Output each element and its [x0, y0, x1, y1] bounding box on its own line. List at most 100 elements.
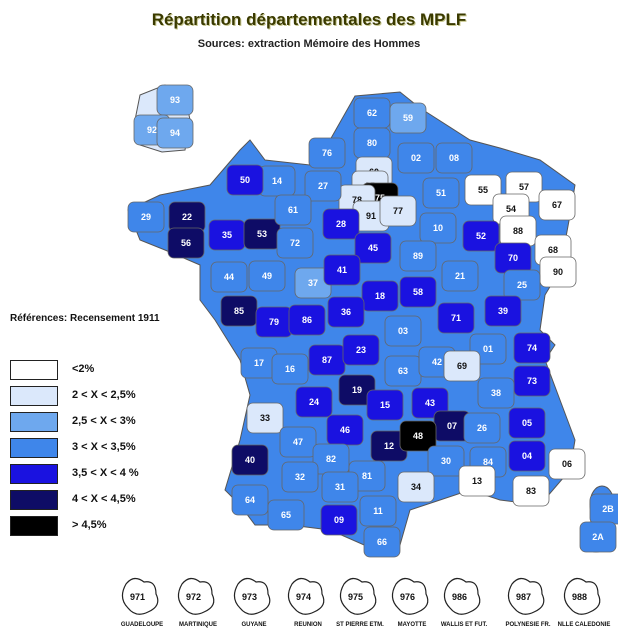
- department-40: 40: [231, 444, 269, 476]
- overseas-code: 973: [242, 592, 258, 602]
- overseas-name: MAYOTTE: [397, 622, 427, 628]
- department-area: [539, 256, 577, 288]
- department-49: 49: [248, 260, 286, 292]
- department-15: 15: [366, 389, 404, 421]
- department-area: [503, 269, 541, 301]
- legend-swatch: [10, 464, 58, 484]
- department-23: 23: [342, 334, 380, 366]
- department-code: 57: [519, 182, 529, 192]
- department-area: [281, 461, 319, 493]
- department-code: 90: [553, 267, 563, 277]
- department-37: 37: [294, 267, 332, 299]
- legend-label: 3,5 < X < 4 %: [72, 467, 139, 479]
- department-code: 13: [472, 476, 482, 486]
- department-area: [127, 201, 165, 233]
- department-area: [513, 365, 551, 397]
- department-77: 77: [379, 195, 417, 227]
- department-area: [397, 471, 435, 503]
- department-code: 58: [413, 287, 423, 297]
- overseas-code: 986: [452, 592, 468, 602]
- overseas-988: 988 NLLE CALEDONIE: [554, 570, 614, 637]
- legend-label: 4 < X < 4,5%: [72, 493, 136, 505]
- department-area: [477, 377, 515, 409]
- overseas-shape: [233, 577, 271, 615]
- department-code: 41: [337, 265, 347, 275]
- department-code: 72: [290, 238, 300, 248]
- department-area: [437, 302, 475, 334]
- department-area: [321, 471, 359, 503]
- department-24: 24: [295, 386, 333, 418]
- department-22: 22: [168, 201, 206, 233]
- department-30: 30: [427, 445, 465, 477]
- department-code: 83: [526, 486, 536, 496]
- department-63: 63: [384, 355, 422, 387]
- overseas-shape: [177, 577, 215, 615]
- department-code: 88: [513, 226, 523, 236]
- department-code: 36: [341, 307, 351, 317]
- department-code: 91: [366, 211, 376, 221]
- department-code: 81: [362, 471, 372, 481]
- department-code: 76: [322, 148, 332, 158]
- department-area: [308, 137, 346, 169]
- department-61: 61: [274, 194, 312, 226]
- overseas-code: 987: [516, 592, 532, 602]
- department-code: 75: [375, 193, 385, 203]
- overseas-971: 971 GUADELOUPE: [112, 570, 172, 637]
- department-code: 79: [269, 317, 279, 327]
- department-13: 13: [458, 465, 496, 497]
- department-area: [379, 195, 417, 227]
- department-area: [399, 420, 437, 452]
- department-code: 94: [170, 128, 180, 138]
- overseas-shape: [507, 577, 545, 615]
- department-area: [458, 465, 496, 497]
- department-area: [323, 254, 361, 286]
- department-31: 31: [321, 471, 359, 503]
- department-code: 16: [285, 364, 295, 374]
- department-code: 51: [436, 188, 446, 198]
- legend-swatch: [10, 516, 58, 536]
- department-area: [441, 260, 479, 292]
- legend-label: <2%: [72, 363, 95, 375]
- department-48: 48: [399, 420, 437, 452]
- department-code: 38: [491, 388, 501, 398]
- department-code: 05: [522, 418, 532, 428]
- department-02: 02: [397, 142, 435, 174]
- department-36: 36: [327, 296, 365, 328]
- department-code: 77: [393, 206, 403, 216]
- department-34: 34: [397, 471, 435, 503]
- reference-note: Références: Recensement 1911: [10, 313, 160, 324]
- department-area: [397, 142, 435, 174]
- france-map: 6259807602086095757891772714505155575467…: [127, 84, 618, 558]
- department-code: 15: [380, 400, 390, 410]
- department-area: [484, 295, 522, 327]
- department-06: 06: [548, 448, 586, 480]
- department-14: 14: [258, 165, 296, 197]
- department-52: 52: [462, 220, 500, 252]
- department-41: 41: [323, 254, 361, 286]
- department-87: 87: [308, 344, 346, 376]
- department-area: [435, 142, 473, 174]
- department-code: 32: [295, 472, 305, 482]
- department-16: 16: [271, 353, 309, 385]
- department-area: [427, 445, 465, 477]
- department-area: [276, 227, 314, 259]
- overseas-987: 987 POLYNESIE FR.: [498, 570, 558, 637]
- overseas-name: MARTINIQUE: [179, 622, 217, 628]
- department-code: 40: [245, 455, 255, 465]
- department-code: 45: [368, 243, 378, 253]
- department-74: 74: [513, 332, 551, 364]
- department-area: [304, 170, 342, 202]
- map-title: Répartition départementales des MPLF: [151, 10, 467, 29]
- overseas-code: 971: [130, 592, 146, 602]
- department-code: 48: [413, 431, 423, 441]
- overseas-name: NLLE CALEDONIE: [557, 622, 611, 628]
- department-code: 17: [254, 358, 264, 368]
- legend-swatch: [10, 490, 58, 510]
- department-33: 33: [246, 402, 284, 434]
- department-area: [512, 475, 550, 507]
- department-2B: 2B: [589, 493, 618, 525]
- department-area: [156, 117, 194, 149]
- overseas-name: GUADELOUPE: [120, 622, 164, 628]
- department-code: 67: [552, 200, 562, 210]
- department-code: 33: [260, 413, 270, 423]
